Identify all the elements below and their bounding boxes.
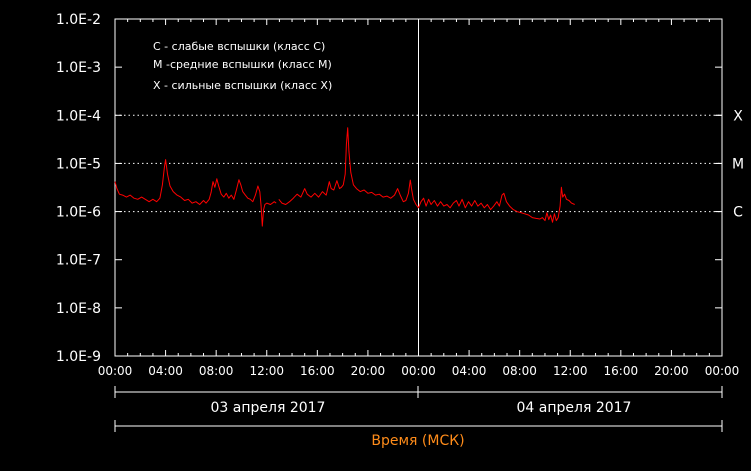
x-tick-label-1: 04:00 [148,364,183,378]
x-axis: 00:00 04:00 08:00 12:00 16:00 20:00 00:00 04:00… [98,19,740,378]
legend: C - слабые вспышки (класс C) M -средние … [153,40,332,92]
y-tick-label-2: 1.0E-4 [56,108,101,124]
x-tick-label-6: 00:00 [401,364,436,378]
y-tick-label-6: 1.0E-8 [56,301,101,317]
x-tick-label-4: 16:00 [300,364,335,378]
x-tick-label-11: 20:00 [654,364,689,378]
class-label-m: M [732,156,744,172]
series-line-0 [114,127,575,227]
x-axis-title: Время (МСК) [371,433,464,449]
x-tick-label-3: 12:00 [249,364,284,378]
x-tick-label-9: 12:00 [553,364,588,378]
class-labels: X M C [732,108,744,220]
x-tick-label-5: 20:00 [351,364,386,378]
y-tick-label-5: 1.0E-7 [56,253,101,269]
x-tick-label-12: 00:00 [705,364,740,378]
legend-entry-m: M -средние вспышки (класс M) [153,58,332,71]
x-tick-label-2: 08:00 [199,364,234,378]
y-tick-label-4: 1.0E-6 [56,205,101,221]
day-label-1: 03 апреля 2017 [211,400,326,416]
day-brackets [114,386,723,432]
y-tick-label-0: 1.0E-2 [56,12,101,28]
day-label-2: 04 апреля 2017 [517,400,632,416]
class-label-c: C [733,205,743,221]
y-axis: 1.0E-2 1.0E-3 1.0E-4 1.0E-5 1.0E-6 1.0E-7 1.0E… [56,12,722,365]
y-tick-label-1: 1.0E-3 [56,60,101,76]
legend-entry-x: X - сильные вспышки (класс X) [153,79,332,92]
legend-entry-c: C - слабые вспышки (класс C) [153,40,325,53]
x-tick-label-10: 16:00 [604,364,639,378]
x-tick-label-7: 04:00 [452,364,487,378]
flux-series [114,127,575,227]
y-tick-label-3: 1.0E-5 [56,156,101,172]
class-label-x: X [733,108,743,124]
x-tick-label-0: 00:00 [98,364,133,378]
x-tick-label-8: 08:00 [502,364,537,378]
y-tick-label-7: 1.0E-9 [56,349,101,365]
